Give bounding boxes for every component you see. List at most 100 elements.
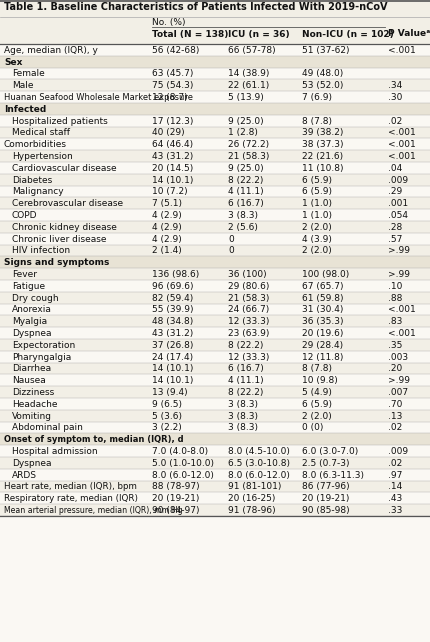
Text: .007: .007 <box>388 388 408 397</box>
Text: 66 (57-78): 66 (57-78) <box>228 46 276 55</box>
Text: 37 (26.8): 37 (26.8) <box>152 341 194 350</box>
Text: Heart rate, median (IQR), bpm: Heart rate, median (IQR), bpm <box>4 482 137 491</box>
Text: 2 (2.0): 2 (2.0) <box>302 223 332 232</box>
Text: 91 (78-96): 91 (78-96) <box>228 506 276 515</box>
Text: 6 (16.7): 6 (16.7) <box>228 199 264 208</box>
Bar <box>0 80 430 91</box>
Text: Huanan Seafood Wholesale Market exposure: Huanan Seafood Wholesale Market exposure <box>4 93 193 102</box>
Text: 91 (81-101): 91 (81-101) <box>228 482 281 491</box>
Text: 4 (2.9): 4 (2.9) <box>152 234 182 243</box>
Bar <box>0 256 430 268</box>
Text: 29 (28.4): 29 (28.4) <box>302 341 343 350</box>
Text: Hospital admission: Hospital admission <box>12 447 98 456</box>
Text: <.001: <.001 <box>388 329 416 338</box>
Bar <box>0 209 430 221</box>
Text: 8 (22.2): 8 (22.2) <box>228 176 263 185</box>
Text: .02: .02 <box>388 459 402 468</box>
Text: 7 (5.1): 7 (5.1) <box>152 199 182 208</box>
Text: 20 (14.5): 20 (14.5) <box>152 164 193 173</box>
Text: <.001: <.001 <box>388 46 416 55</box>
Text: 7 (6.9): 7 (6.9) <box>302 93 332 102</box>
Text: Diabetes: Diabetes <box>12 176 52 185</box>
Bar <box>0 150 430 162</box>
Text: 9 (25.0): 9 (25.0) <box>228 164 264 173</box>
Text: Onset of symptom to, median (IQR), d: Onset of symptom to, median (IQR), d <box>4 435 184 444</box>
Text: 90 (85-98): 90 (85-98) <box>302 506 350 515</box>
Text: 136 (98.6): 136 (98.6) <box>152 270 199 279</box>
Bar <box>0 174 430 186</box>
Bar <box>0 56 430 67</box>
Text: 55 (39.9): 55 (39.9) <box>152 306 194 315</box>
Text: 2 (2.0): 2 (2.0) <box>302 412 332 421</box>
Text: Signs and symptoms: Signs and symptoms <box>4 258 109 267</box>
Text: Expectoration: Expectoration <box>12 341 75 350</box>
Text: .001: .001 <box>388 199 408 208</box>
Text: .04: .04 <box>388 164 402 173</box>
Text: Dry cough: Dry cough <box>12 293 58 302</box>
Text: Dyspnea: Dyspnea <box>12 459 52 468</box>
Bar <box>0 0 430 17</box>
Text: 43 (31.2): 43 (31.2) <box>152 152 193 161</box>
Bar <box>0 315 430 327</box>
Text: 17 (12.3): 17 (12.3) <box>152 117 194 126</box>
Bar <box>0 469 430 481</box>
Text: Chronic kidney disease: Chronic kidney disease <box>12 223 117 232</box>
Text: 1 (1.0): 1 (1.0) <box>302 199 332 208</box>
Bar <box>0 280 430 292</box>
Bar <box>0 44 430 56</box>
Text: .88: .88 <box>388 293 402 302</box>
Text: 64 (46.4): 64 (46.4) <box>152 140 193 149</box>
Text: Abdominal pain: Abdominal pain <box>12 424 83 433</box>
Text: .13: .13 <box>388 412 402 421</box>
Bar <box>0 351 430 363</box>
Text: 21 (58.3): 21 (58.3) <box>228 152 269 161</box>
Text: 13 (9.4): 13 (9.4) <box>152 388 187 397</box>
Text: Total (N = 138): Total (N = 138) <box>152 30 228 39</box>
Text: 1 (1.0): 1 (1.0) <box>302 211 332 220</box>
Text: 8 (22.2): 8 (22.2) <box>228 388 263 397</box>
Text: 8 (7.8): 8 (7.8) <box>302 117 332 126</box>
Text: Non-ICU (n = 102): Non-ICU (n = 102) <box>302 30 394 39</box>
Text: Myalgia: Myalgia <box>12 317 47 326</box>
Text: .02: .02 <box>388 424 402 433</box>
Text: 22 (21.6): 22 (21.6) <box>302 152 343 161</box>
Text: 9 (6.5): 9 (6.5) <box>152 400 182 409</box>
Text: 8 (7.8): 8 (7.8) <box>302 365 332 374</box>
Text: P Valueᵃ: P Valueᵃ <box>388 30 430 39</box>
Text: Male: Male <box>12 81 34 90</box>
Text: .43: .43 <box>388 494 402 503</box>
Text: 6.5 (3.0-10.8): 6.5 (3.0-10.8) <box>228 459 290 468</box>
Text: Dizziness: Dizziness <box>12 388 54 397</box>
Text: 6 (16.7): 6 (16.7) <box>228 365 264 374</box>
Text: 5.0 (1.0-10.0): 5.0 (1.0-10.0) <box>152 459 214 468</box>
Text: .57: .57 <box>388 234 402 243</box>
Text: 63 (45.7): 63 (45.7) <box>152 69 194 78</box>
Text: 20 (16-25): 20 (16-25) <box>228 494 275 503</box>
Bar <box>0 445 430 457</box>
Text: 12 (33.3): 12 (33.3) <box>228 317 269 326</box>
Text: 67 (65.7): 67 (65.7) <box>302 282 344 291</box>
Text: COPD: COPD <box>12 211 37 220</box>
Text: 9 (25.0): 9 (25.0) <box>228 117 264 126</box>
Text: Hypertension: Hypertension <box>12 152 73 161</box>
Text: 3 (8.3): 3 (8.3) <box>228 412 258 421</box>
Text: Medical staff: Medical staff <box>12 128 70 137</box>
Text: 12 (11.8): 12 (11.8) <box>302 352 344 361</box>
Text: Pharyngalgia: Pharyngalgia <box>12 352 71 361</box>
Text: .054: .054 <box>388 211 408 220</box>
Text: Cardiovascular disease: Cardiovascular disease <box>12 164 117 173</box>
Text: 8.0 (6.0-12.0): 8.0 (6.0-12.0) <box>228 471 290 480</box>
Text: 8.0 (6.0-12.0): 8.0 (6.0-12.0) <box>152 471 214 480</box>
Bar <box>0 197 430 209</box>
Text: 3 (8.3): 3 (8.3) <box>228 424 258 433</box>
Bar <box>0 327 430 339</box>
Text: >.99: >.99 <box>388 270 410 279</box>
Text: Headache: Headache <box>12 400 58 409</box>
Bar <box>0 245 430 256</box>
Text: <.001: <.001 <box>388 152 416 161</box>
Text: Cerebrovascular disease: Cerebrovascular disease <box>12 199 123 208</box>
Text: .28: .28 <box>388 223 402 232</box>
Bar <box>0 67 430 80</box>
Text: 53 (52.0): 53 (52.0) <box>302 81 344 90</box>
Text: 3 (8.3): 3 (8.3) <box>228 400 258 409</box>
